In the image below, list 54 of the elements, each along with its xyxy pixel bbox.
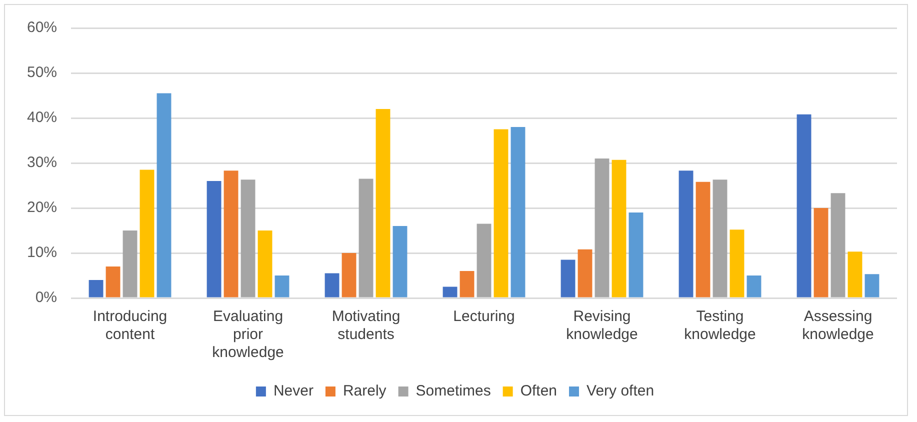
bar <box>814 208 828 298</box>
bar <box>864 274 880 298</box>
y-tick-label: 40% <box>26 109 58 126</box>
bar <box>628 212 644 298</box>
bar <box>696 182 710 298</box>
bar <box>358 178 374 298</box>
bar <box>594 158 610 298</box>
x-tick-label: Introducing content <box>92 308 168 344</box>
legend-label: Often <box>520 382 558 400</box>
y-tick-label: 60% <box>26 19 58 36</box>
bar <box>392 226 408 298</box>
bar <box>560 260 576 298</box>
bar <box>324 273 340 298</box>
bar <box>88 280 104 298</box>
bar <box>442 286 458 298</box>
legend-label: Rarely <box>342 382 387 400</box>
bar <box>830 193 846 298</box>
legend-label: Never <box>273 382 314 400</box>
bar <box>106 266 120 298</box>
bar <box>274 276 290 298</box>
x-tick-label: Motivating students <box>332 308 400 344</box>
bar <box>678 170 694 298</box>
bar <box>476 224 492 298</box>
bar <box>258 230 272 298</box>
x-tick-label: Revising knowledge <box>566 308 638 344</box>
x-tick-label: Evaluating prior knowledge <box>212 308 284 362</box>
bar <box>460 271 474 298</box>
bar <box>848 252 862 298</box>
bar <box>612 160 626 298</box>
bar <box>510 127 526 298</box>
x-tick-label: Testing knowledge <box>684 308 756 344</box>
legend-label: Very often <box>586 382 654 400</box>
x-tick-label: Assessing knowledge <box>802 308 874 344</box>
y-tick-label: 0% <box>35 289 58 306</box>
bar <box>730 230 744 298</box>
bar <box>224 170 238 298</box>
legend-label: Sometimes <box>416 382 491 400</box>
bar <box>342 253 356 298</box>
x-tick-label: Lecturing <box>453 308 515 326</box>
bar <box>206 181 222 298</box>
bar <box>376 109 390 298</box>
bar <box>796 114 812 298</box>
y-tick-label: 10% <box>26 244 58 262</box>
bar <box>578 249 592 298</box>
bar <box>122 230 138 298</box>
y-tick-label: 20% <box>26 199 58 216</box>
bar <box>494 129 508 298</box>
bar <box>156 93 172 298</box>
bar <box>746 276 762 298</box>
bar <box>140 170 154 298</box>
y-tick-label: 30% <box>26 154 58 172</box>
y-tick-label: 50% <box>26 64 58 82</box>
bar <box>240 180 256 298</box>
bar <box>712 180 728 298</box>
